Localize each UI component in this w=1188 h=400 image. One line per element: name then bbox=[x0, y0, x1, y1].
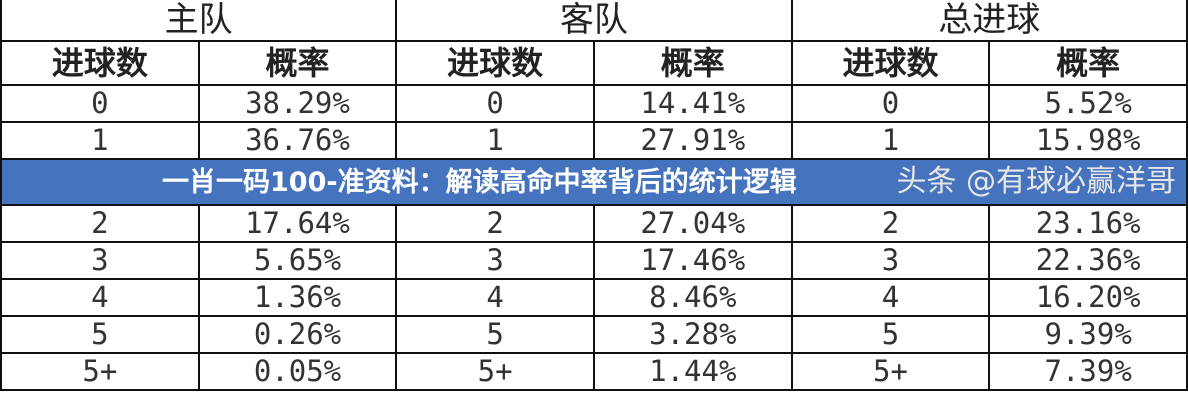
table-cell: 1.44% bbox=[592, 352, 793, 391]
table-cell: 38.29% bbox=[197, 84, 398, 123]
table-row: 5+ 0.05% 5+ 1.44% 5+ 7.39% bbox=[0, 352, 1188, 391]
group-home: 主队 bbox=[0, 0, 398, 42]
table-cell: 2 bbox=[790, 204, 991, 243]
table-cell: 27.91% bbox=[592, 121, 793, 160]
col-header: 概率 bbox=[197, 40, 398, 86]
col-header: 概率 bbox=[988, 40, 1188, 86]
table-cell: 2 bbox=[395, 204, 595, 243]
table-cell: 5.65% bbox=[197, 241, 398, 280]
table-cell: 14.41% bbox=[592, 84, 793, 123]
table-cell: 22.36% bbox=[988, 241, 1188, 280]
table-cell: 27.04% bbox=[592, 204, 793, 243]
col-header: 进球数 bbox=[0, 40, 200, 86]
group-header-row: 主队 客队 总进球 bbox=[0, 0, 1188, 42]
table-cell: 17.64% bbox=[197, 204, 398, 243]
group-away: 客队 bbox=[395, 0, 793, 42]
table-row: 4 1.36% 4 8.46% 4 16.20% bbox=[0, 278, 1188, 317]
table-cell: 3 bbox=[790, 241, 991, 280]
probability-table: 主队 客队 总进球 进球数 概率 进球数 概率 进球数 概率 0 38.29% 0 1… bbox=[0, 0, 1188, 391]
table-cell: 5 bbox=[0, 315, 200, 354]
table-cell: 3 bbox=[0, 241, 200, 280]
table-cell: 23.16% bbox=[988, 204, 1188, 243]
table-cell: 0.05% bbox=[197, 352, 398, 391]
table-cell: 7.39% bbox=[988, 352, 1188, 391]
table-cell: 9.39% bbox=[988, 315, 1188, 354]
group-total: 总进球 bbox=[790, 0, 1188, 42]
table-cell: 0 bbox=[0, 84, 200, 123]
table-cell: 1.36% bbox=[197, 278, 398, 317]
sub-header-row: 进球数 概率 进球数 概率 进球数 概率 bbox=[0, 40, 1188, 86]
table-cell: 3 bbox=[395, 241, 595, 280]
watermark: 头条 @有球必赢洋哥 bbox=[896, 164, 1176, 199]
table-cell: 3.28% bbox=[592, 315, 793, 354]
table-cell: 5+ bbox=[790, 352, 991, 391]
table-cell: 5.52% bbox=[988, 84, 1188, 123]
table-cell: 5+ bbox=[395, 352, 595, 391]
col-header: 进球数 bbox=[395, 40, 595, 86]
table-cell: 1 bbox=[0, 121, 200, 160]
table-cell: 0 bbox=[395, 84, 595, 123]
table-cell: 4 bbox=[790, 278, 991, 317]
table-cell: 1 bbox=[790, 121, 991, 160]
table-cell: 1 bbox=[395, 121, 595, 160]
table-cell: 17.46% bbox=[592, 241, 793, 280]
col-header: 进球数 bbox=[790, 40, 991, 86]
title-banner: 一肖一码100-准资料：解读高命中率背后的统计逻辑 头条 @有球必赢洋哥 bbox=[0, 158, 1188, 206]
banner-row: 一肖一码100-准资料：解读高命中率背后的统计逻辑 头条 @有球必赢洋哥 bbox=[0, 158, 1188, 206]
table-cell: 2 bbox=[0, 204, 200, 243]
table-cell: 0 bbox=[790, 84, 991, 123]
table-row: 5 0.26% 5 3.28% 5 9.39% bbox=[0, 315, 1188, 354]
table-cell: 8.46% bbox=[592, 278, 793, 317]
col-header: 概率 bbox=[592, 40, 793, 86]
table-cell: 15.98% bbox=[988, 121, 1188, 160]
table-row: 3 5.65% 3 17.46% 3 22.36% bbox=[0, 241, 1188, 280]
table-cell: 4 bbox=[0, 278, 200, 317]
table-row: 1 36.76% 1 27.91% 1 15.98% bbox=[0, 121, 1188, 160]
banner-title: 一肖一码100-准资料：解读高命中率背后的统计逻辑 bbox=[162, 166, 797, 198]
table-cell: 5 bbox=[395, 315, 595, 354]
table-cell: 4 bbox=[395, 278, 595, 317]
banner-content: 一肖一码100-准资料：解读高命中率背后的统计逻辑 头条 @有球必赢洋哥 bbox=[12, 167, 1176, 197]
table-cell: 5+ bbox=[0, 352, 200, 391]
table-cell: 0.26% bbox=[197, 315, 398, 354]
table-cell: 36.76% bbox=[197, 121, 398, 160]
table-cell: 5 bbox=[790, 315, 991, 354]
table-cell: 16.20% bbox=[988, 278, 1188, 317]
table-row: 0 38.29% 0 14.41% 0 5.52% bbox=[0, 84, 1188, 123]
table-row: 2 17.64% 2 27.04% 2 23.16% bbox=[0, 204, 1188, 243]
